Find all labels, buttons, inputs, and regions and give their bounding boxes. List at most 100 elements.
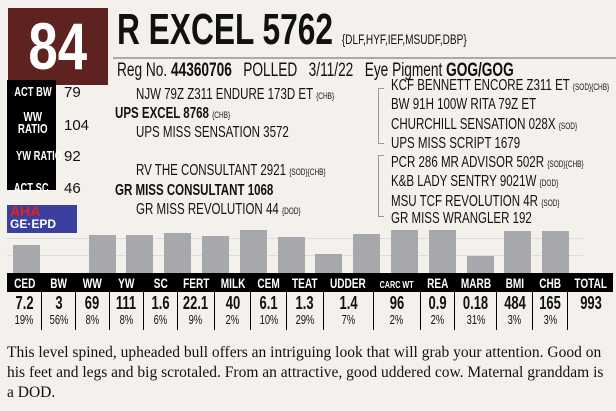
grandparent: K&B LADY SENTRY 9021W {DOD} [391,173,559,190]
epd-percentile: 6% [143,312,178,330]
epd-value: 69 [75,292,110,312]
sire-sire: NJW 79Z Z311 ENDURE 173D ET {CHB} [136,86,335,103]
epd-percentile: 2% [372,312,421,330]
reg-number: 44360706 [170,60,232,81]
epd-value: 3 [41,292,76,312]
stat-label: YW RATIO [15,148,63,163]
stat-label: WW RATIO [17,109,48,136]
stat-value: 46 [64,180,81,197]
percentile-bar-marb [466,255,494,273]
animal-name: R EXCEL 5762 {DLF,HYF,IEF,MSUDF,DBP} [117,5,467,54]
epd-percentile: 3% [531,312,568,330]
epd-percentile: 7% [322,312,373,330]
grandparent: GR MISS WRANGLER 192 [391,210,532,227]
grandparent: PCR 286 MR ADVISOR 502R {SOD}{CHB} [391,154,584,171]
epd-header: MILK [214,273,251,292]
epd-value: 1.4 [322,292,373,312]
percentile-bar-chb [542,230,570,273]
epd-header: FERT [177,273,215,292]
percentile-bar-sc [164,233,192,273]
percentile-bar-carc-wt [391,230,418,273]
stat-value: 104 [64,117,90,134]
epd-value: 0.9 [419,292,455,312]
epd-header: MARB [454,273,497,292]
percentile-bar-ced [13,245,40,273]
divider [113,57,616,59]
bracket [378,88,384,144]
polled: POLLED [243,60,298,81]
lot-number: 84 [8,8,108,85]
epd-header: TOTAL [567,273,613,292]
stats-panel [7,80,56,190]
epd-percentile: 8% [108,312,144,330]
dam: GR MISS CONSULTANT 1068 [115,182,274,199]
epd-value: 6.1 [250,292,287,312]
sire: UPS EXCEL 8768 {CHB} [115,105,231,122]
epd-percentile: 9% [176,312,215,330]
epd-value: 484 [496,292,533,312]
registration-line: Reg No. 44360706 POLLED 3/11/22 Eye Pigm… [117,60,514,81]
epd-percentile: 3% [496,312,533,330]
epd-value: 22.1 [176,292,215,312]
epd-header: YW [109,273,144,292]
percentile-bar-chart [7,230,583,273]
epd-header: SC [143,273,178,292]
percentile-bar-bmi [504,230,532,273]
percentile-bar-ww [88,235,116,273]
epd-header: REA [420,273,455,292]
percentile-bar-fert [202,236,229,273]
epd-value: 1.6 [143,292,178,312]
percentile-bar-rea [428,230,456,273]
epd-header: CHB [532,273,568,292]
stat-value: 92 [64,148,81,165]
epd-percentile: 8% [75,312,110,330]
description: This level spined, upheaded bull offers … [7,344,604,401]
epd-header: BW [41,273,76,292]
aha-ge-epd-logo: AHA GE·EPD [7,204,77,233]
grandparent: MSU TCF REVOLUTION 4R {SOD} [391,193,560,210]
stat-label: ACT BW [14,84,52,99]
epd-value: 165 [531,292,568,312]
stat-value: 79 [64,84,81,101]
dam-dam: GR MISS REVOLUTION 44 {DOD} [136,201,301,218]
genetic-codes: {DLF,HYF,IEF,MSUDF,DBP} [341,31,467,47]
grandparent: UPS MISS SCRIPT 1679 [391,135,521,152]
epd-percentile [567,312,613,330]
epd-value: 40 [213,292,251,312]
epd-value: 111 [108,292,144,312]
percentile-bar-cem [277,237,305,273]
epd-header: BMI [496,273,533,292]
bracket [378,155,384,217]
grandparent: KCF BENNETT ENCORE Z311 ET {SOD}{CHB} [391,77,610,94]
epd-percentile: 10% [250,312,287,330]
percentile-bar-teat [315,254,343,273]
epd-value: 7.2 [15,293,34,313]
birth-date: 3/11/22 [308,60,354,81]
epd-percentile: 56% [41,312,76,330]
epd-header: TEAT [286,273,324,292]
percentile-bar-milk [239,230,267,273]
epd-header: CED [7,273,42,292]
epd-percentile: 29% [285,312,324,330]
sire-dam: UPS MISS SENSATION 3572 [136,124,289,141]
percentile-bar-yw [126,235,154,273]
grandparent: CHURCHILL SENSATION 028X {SOD} [391,116,578,133]
epd-value: 0.18 [454,292,497,312]
epd-header: WW [75,273,110,292]
epd-header: UDDER [323,273,373,292]
epd-header: CARC WT [373,273,421,292]
dam-sire: RV THE CONSULTANT 2921 {SOD}{CHB} [136,162,326,179]
stat-label: ACT SC [14,180,49,195]
grandparent: BW 91H 100W RITA 79Z ET [391,96,537,113]
epd-value: 1.3 [285,292,324,312]
eye-pigment: GOG/GOG [446,60,514,81]
epd-percentile: 31% [454,312,497,330]
epd-table: CED BW WW YW SC FERT MILK CEM TEAT UDDER CARC WT RE… [7,273,613,330]
epd-value: 993 [567,292,613,312]
epd-percentile: 2% [213,312,251,330]
epd-percentile: 19% [14,312,34,327]
epd-percentile: 2% [419,312,455,330]
epd-value: 96 [372,292,421,312]
epd-header: CEM [250,273,287,292]
percentile-bar-udder [353,234,381,273]
